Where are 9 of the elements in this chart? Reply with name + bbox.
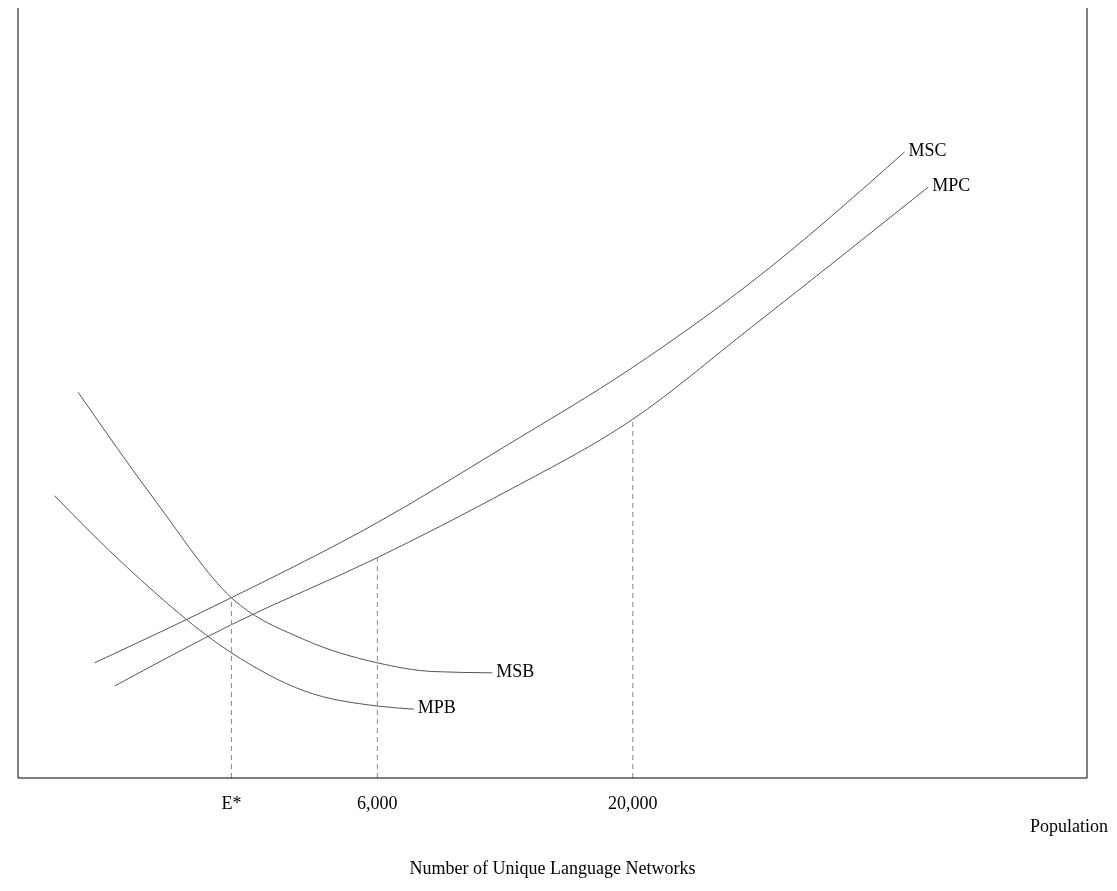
x-tick-label: 6,000 <box>357 792 398 813</box>
series-label: MPC <box>932 175 971 196</box>
x-axis-title: Number of Unique Language Networks <box>409 858 696 878</box>
series-label: MSB <box>496 660 535 681</box>
series-label: MSC <box>908 139 947 160</box>
x-tick-label: E* <box>221 792 242 813</box>
x-tick-label: 20,000 <box>608 792 658 813</box>
text: Population <box>1029 816 1108 837</box>
series-label: MPB <box>417 697 456 718</box>
